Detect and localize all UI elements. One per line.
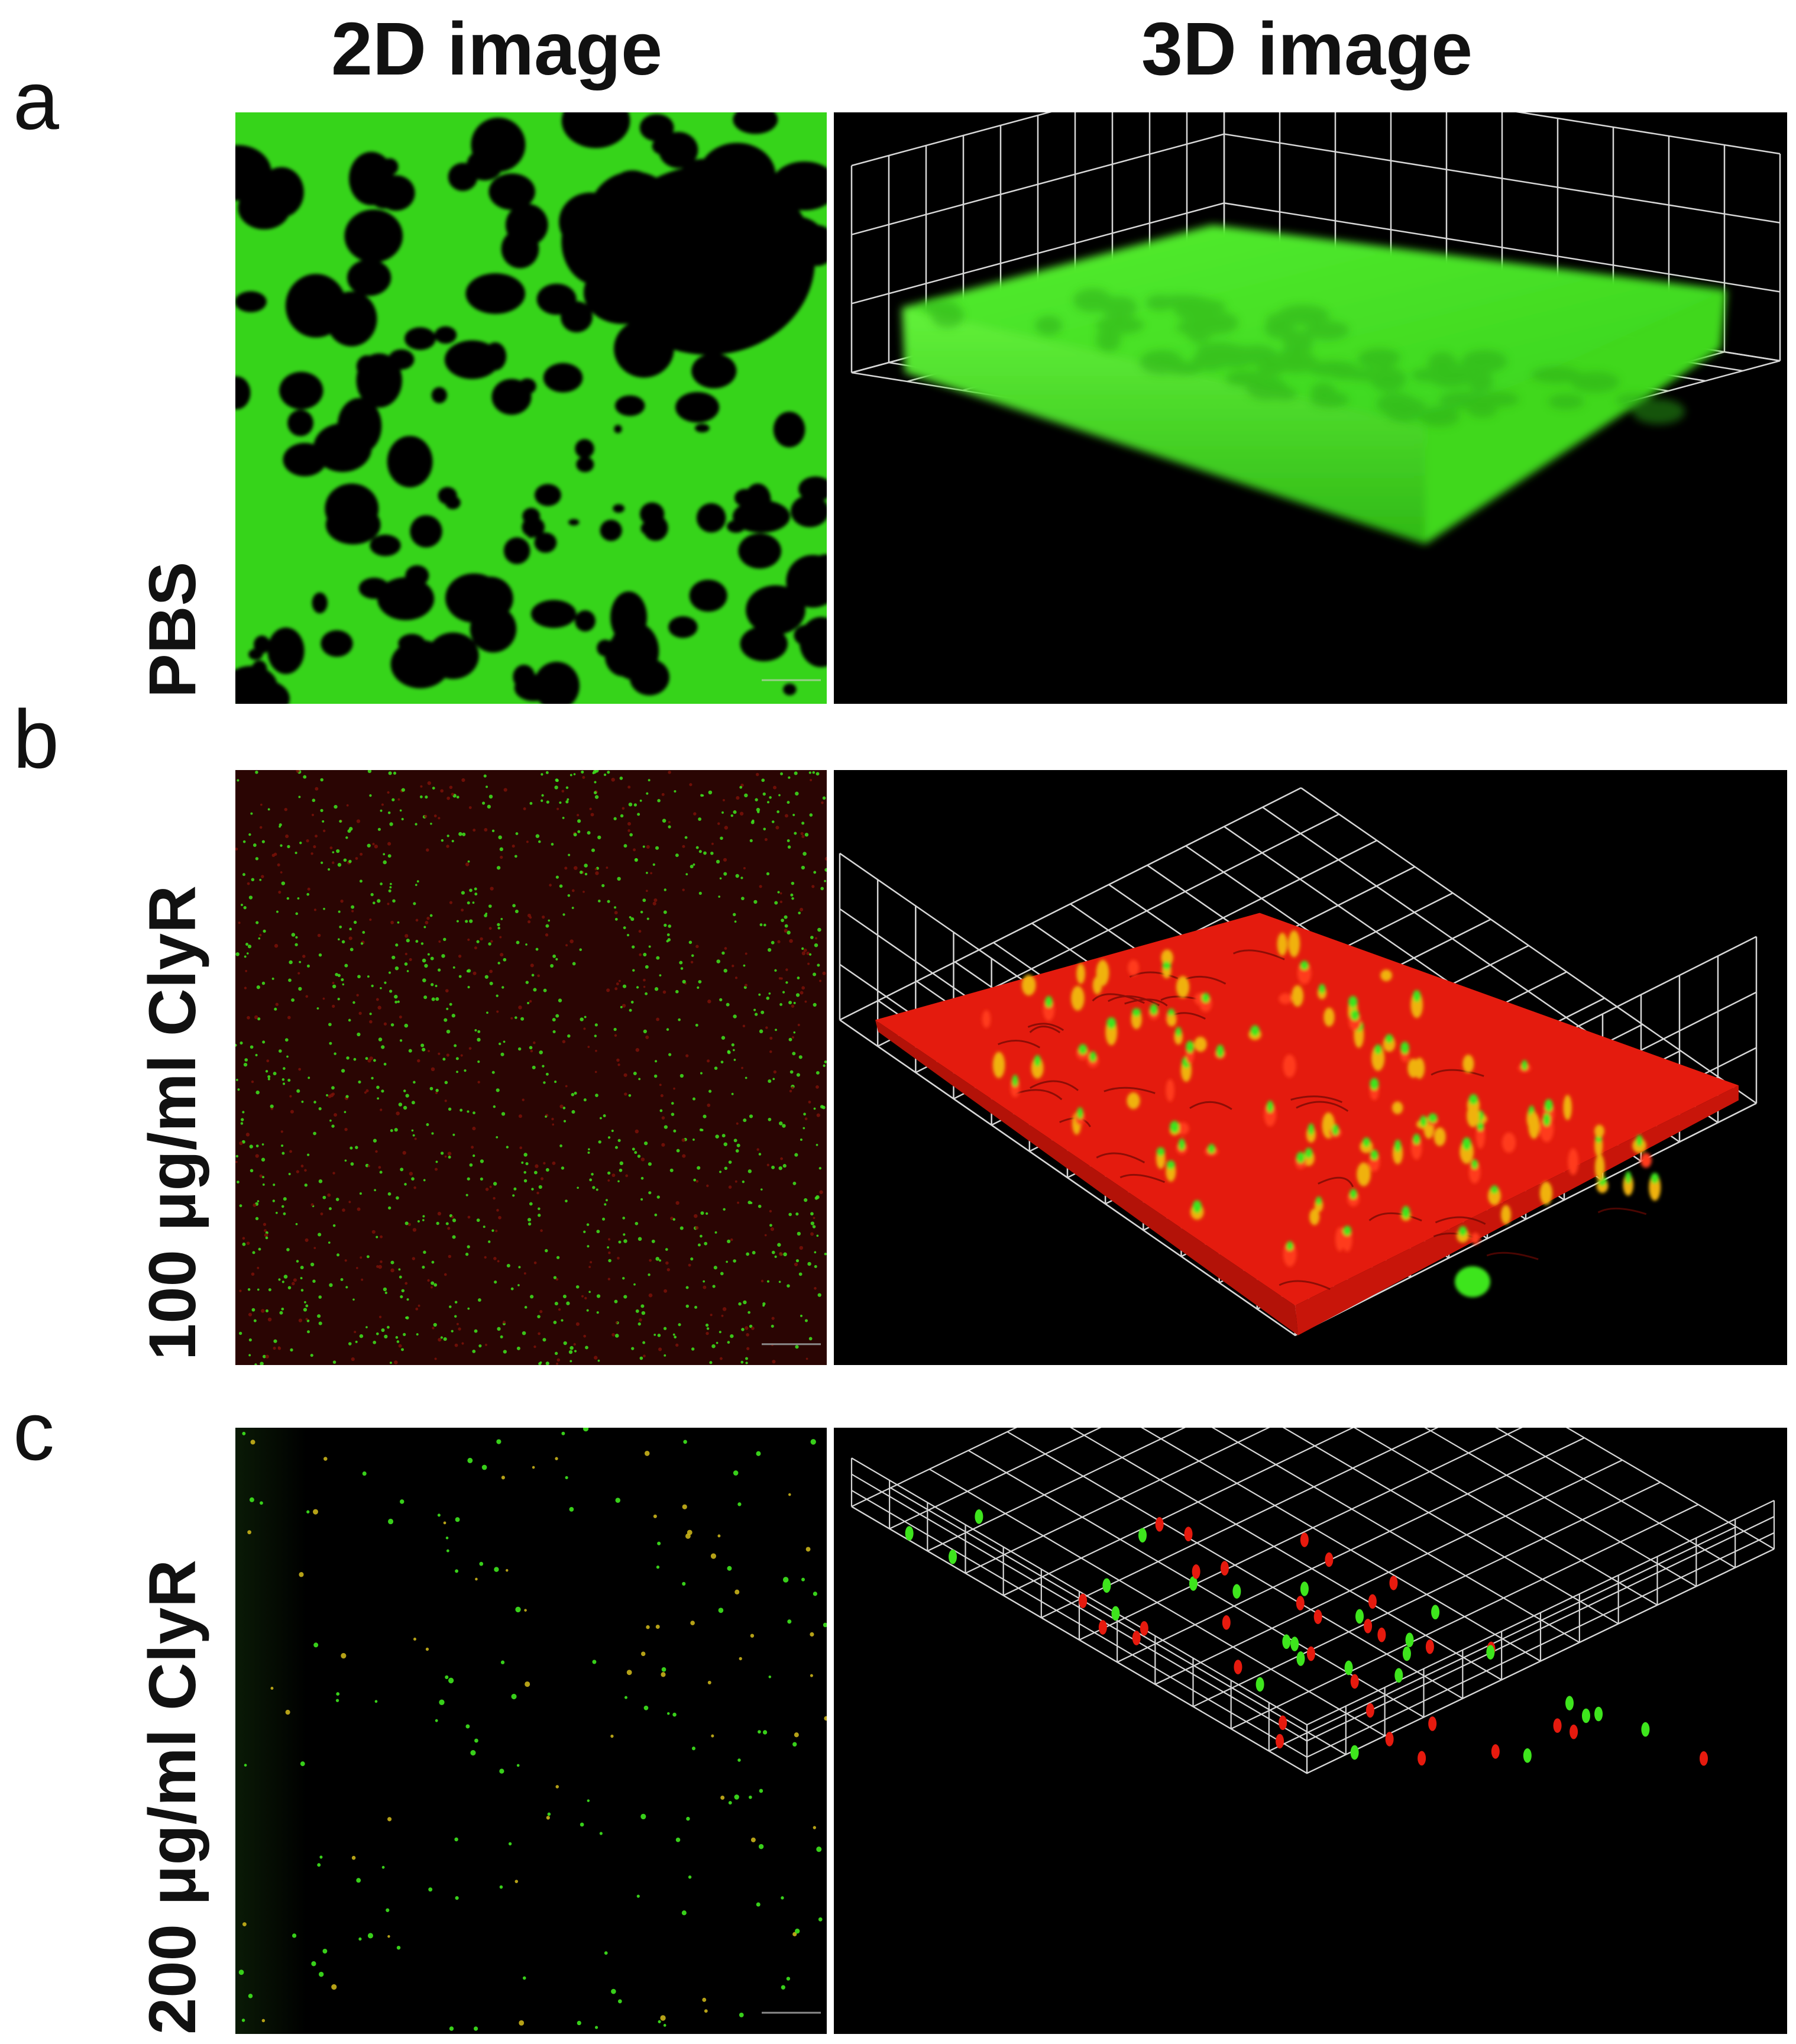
panel-letter-a: a [13, 54, 59, 147]
render-3d-200-clyr [834, 1428, 1787, 2034]
micrograph-2d-100-clyr [235, 770, 827, 1365]
biofilm-surface [875, 913, 1739, 1335]
panel-letter-c: c [13, 1385, 54, 1477]
row-label-pbs: PBS [135, 561, 209, 698]
header-2d-image: 2D image [331, 7, 663, 90]
header-3d-image: 3D image [1141, 7, 1473, 90]
micrograph-2d-200-clyr [235, 1428, 827, 2034]
axis-grid-box [850, 1428, 1775, 1774]
render-3d-pbs [834, 112, 1787, 704]
micrograph-2d-pbs [235, 112, 827, 704]
row-label-200-clyr: 200 μg/ml ClyR [135, 1559, 209, 2035]
panel-letter-b: b [13, 693, 59, 785]
row-label-100-clyr: 100 μg/ml ClyR [135, 885, 209, 1360]
render-3d-100-clyr [834, 770, 1787, 1365]
